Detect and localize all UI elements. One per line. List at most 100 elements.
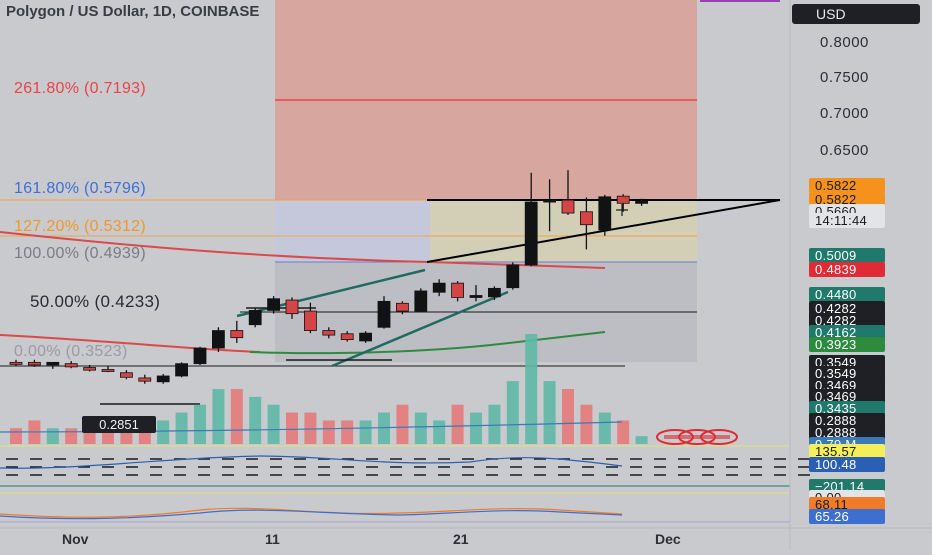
price-tag: 0.4839 [809, 262, 885, 277]
candle-body [395, 302, 409, 312]
candle-body [285, 299, 299, 315]
volume-bar [635, 436, 648, 444]
candle-body [598, 196, 612, 231]
price-tag: 0.4282 [809, 313, 885, 328]
candle-body [193, 347, 207, 365]
fib-level-label: 261.80% (0.7193) [14, 80, 147, 97]
candle-body [635, 200, 648, 204]
volume-bar [488, 404, 501, 444]
ma-red-line-2 [0, 334, 261, 353]
price-tag: 0.2888 [809, 413, 885, 428]
price-tag: 0.3549 [809, 366, 885, 381]
channel-bottom-line [331, 290, 509, 368]
candle-body [340, 333, 354, 341]
candle-body [580, 211, 593, 226]
volume-bar [525, 334, 538, 444]
fib-level-label: 161.80% (0.5796) [14, 180, 147, 197]
time-label-21: 21 [453, 531, 469, 547]
volume-bar [267, 404, 280, 444]
volume-bar [359, 420, 372, 444]
volume-bar [46, 428, 59, 444]
volume-bar [506, 381, 519, 444]
price-tag: 0.4480 [809, 287, 885, 302]
price-axis-tick: 0.6500 [820, 142, 869, 159]
candle-body [211, 330, 225, 349]
ma-red-line [0, 231, 606, 269]
volume-bar [396, 404, 409, 444]
symbol-title: Polygon / US Dollar, 1D, COINBASE [6, 3, 260, 20]
cci-line [0, 455, 623, 469]
volume-bar [562, 389, 574, 444]
volume-bar [286, 412, 298, 444]
price-tag: 0.3435 [809, 401, 885, 416]
candle-body [230, 330, 244, 339]
price-axis-tick: 0.7500 [820, 69, 869, 86]
candle-body [138, 377, 152, 382]
volume-bar [175, 412, 188, 444]
volume-bar [322, 420, 335, 444]
candle-body [322, 330, 336, 336]
price-tag: 100.48 [809, 457, 885, 472]
volume-bar [120, 428, 133, 444]
price-callout: 0.2851 [82, 416, 156, 433]
volume-bar [470, 412, 482, 444]
candle-body [543, 199, 556, 203]
price-tag: 0.2888 [809, 425, 885, 440]
candle-body [175, 363, 189, 377]
price-axis-tick: 0.7000 [820, 105, 869, 122]
candle-body [120, 372, 133, 378]
volume-bar [304, 412, 317, 444]
candle-body [248, 310, 262, 326]
candle-body [46, 361, 60, 366]
volume-bar [414, 412, 427, 444]
volume-bar [543, 381, 556, 444]
price-tag: 14:11:44 [809, 213, 885, 228]
rsi-line [0, 507, 623, 518]
candle-body [377, 300, 391, 328]
volume-bar [230, 389, 243, 444]
volume-bar [433, 420, 446, 444]
top-marker [700, 0, 780, 2]
candle-body [506, 264, 520, 289]
price-tag: 0.5009 [809, 248, 885, 263]
candle-body [101, 369, 115, 372]
currency-button[interactable]: USD [792, 4, 920, 24]
ma-green-line [249, 331, 606, 355]
candle-body [156, 375, 170, 383]
price-tag: 68.11 [809, 497, 885, 512]
candle-body [303, 310, 317, 331]
candle-body [469, 295, 483, 298]
candle-body [524, 201, 538, 266]
candle-body [432, 282, 446, 293]
price-axis-tick: 0.8000 [820, 34, 869, 51]
price-tag: 0.5822 [809, 178, 885, 193]
flag-stamp-icon [656, 429, 738, 445]
fib-level-label: 100.00% (0.4939) [14, 245, 147, 262]
candle-body [83, 367, 96, 371]
time-label-dec: Dec [655, 531, 681, 547]
price-tag: 135.57 [809, 444, 885, 459]
volume-bar [194, 404, 206, 444]
fib-level-label: 50.00% (0.4233) [30, 292, 161, 311]
price-tag: 0.5822 [809, 192, 885, 207]
candle-body [267, 298, 281, 311]
candle-body [359, 332, 373, 342]
candle-body [561, 199, 575, 214]
triangle-bottom-line [426, 199, 781, 263]
price-tag: 0.4162 [809, 325, 885, 340]
candle-body [487, 287, 501, 298]
candle-body [9, 361, 23, 365]
fib-level-label: 0.00% (0.3523) [14, 343, 128, 360]
volume-bar [341, 420, 354, 444]
candle-body [414, 290, 428, 312]
volume-bar [10, 428, 22, 444]
price-tag: 0.3923 [809, 337, 885, 352]
candle-body [451, 282, 465, 298]
rsi-ma-line [0, 509, 623, 520]
volume-bar [451, 404, 464, 444]
price-tag: 0.3469 [809, 389, 885, 404]
volume-bar [598, 412, 611, 444]
volume-bar [212, 389, 225, 444]
